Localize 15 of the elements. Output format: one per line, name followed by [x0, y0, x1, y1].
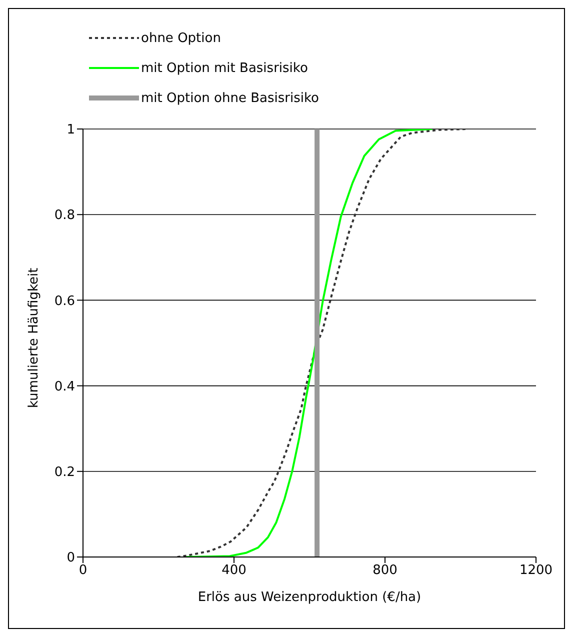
legend-label: mit Option mit Basisrisiko: [141, 60, 308, 76]
legend-label: ohne Option: [141, 30, 221, 46]
x-tick-label: 1200: [519, 563, 553, 578]
y-tick-label: 0.4: [54, 379, 75, 394]
y-axis-title: kumulierte Häufigkeit: [26, 268, 42, 408]
x-tick-label: 400: [222, 563, 246, 578]
y-tick-label: 0.8: [54, 208, 75, 224]
x-tick-label: 0: [78, 563, 88, 578]
y-tick-label: 0: [66, 550, 75, 566]
y-tick-label: 0.2: [54, 465, 75, 480]
x-axis-title: Erlös aus Weizenproduktion (€/ha): [198, 590, 422, 605]
x-tick-label: 800: [372, 563, 398, 578]
y-tick-label: 0.6: [54, 294, 75, 309]
legend-label: mit Option ohne Basisrisiko: [141, 90, 319, 106]
y-tick-label: 1: [66, 122, 75, 138]
